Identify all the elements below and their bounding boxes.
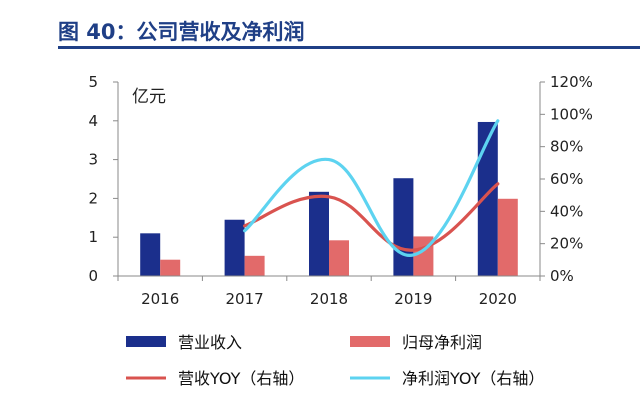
- bar-net-profit: [329, 240, 349, 276]
- lines: [243, 119, 500, 257]
- right-tick-label: 100%: [550, 105, 593, 123]
- left-tick-label: 3: [88, 151, 98, 169]
- x-axis: 2016 2017 2018 2019 2020: [117, 275, 541, 308]
- bar-net-profit: [160, 259, 181, 276]
- x-tick-label: 2020: [479, 290, 517, 308]
- bar-revenue: [224, 219, 245, 276]
- right-tick-label: 80%: [550, 138, 583, 156]
- bar-revenue: [477, 121, 498, 277]
- legend-swatch-net-profit: [350, 336, 390, 347]
- legend-label-net-profit: 归母净利润: [402, 333, 482, 352]
- left-tick-label: 2: [88, 189, 98, 207]
- right-tick-label: 20%: [550, 235, 583, 253]
- bar-revenue: [140, 233, 161, 276]
- right-tick-label: 120%: [550, 73, 593, 91]
- x-tick-label: 2017: [226, 290, 264, 308]
- bars: [140, 121, 518, 277]
- title-underline: [58, 46, 640, 49]
- x-tick-label: 2016: [141, 290, 179, 308]
- left-tick-label: 0: [88, 267, 98, 285]
- unit-label: 亿元: [132, 87, 166, 107]
- legend-label-net-profit-yoy: 净利润YOY（右轴）: [402, 369, 544, 388]
- right-tick-label: 40%: [550, 202, 583, 220]
- right-tick-label: 60%: [550, 170, 583, 188]
- legend-label-revenue: 营业收入: [178, 333, 242, 352]
- page-title: 图 40：公司营收及净利润: [58, 20, 305, 44]
- legend-label-revenue-yoy: 营收YOY（右轴）: [178, 369, 304, 388]
- right-tick-label: 0%: [550, 267, 574, 285]
- right-axis: 0% 20% 40% 60% 80% 100% 120%: [539, 73, 593, 285]
- title-bar: 图 40：公司营收及净利润: [0, 0, 640, 50]
- left-axis: 0 1 2 3 4 5: [88, 73, 119, 285]
- net-profit-yoy-line: [243, 119, 500, 257]
- left-tick-label: 4: [88, 112, 98, 130]
- legend-swatch-revenue: [126, 336, 166, 347]
- left-tick-label: 1: [88, 228, 98, 246]
- revenue-yoy-line: [243, 182, 500, 252]
- bar-net-profit: [244, 255, 265, 276]
- x-tick-label: 2019: [394, 290, 432, 308]
- bar-net-profit: [497, 198, 518, 276]
- bar-revenue: [393, 178, 414, 276]
- x-tick-label: 2018: [310, 290, 348, 308]
- bar-revenue: [309, 191, 329, 276]
- left-tick-label: 5: [88, 73, 98, 91]
